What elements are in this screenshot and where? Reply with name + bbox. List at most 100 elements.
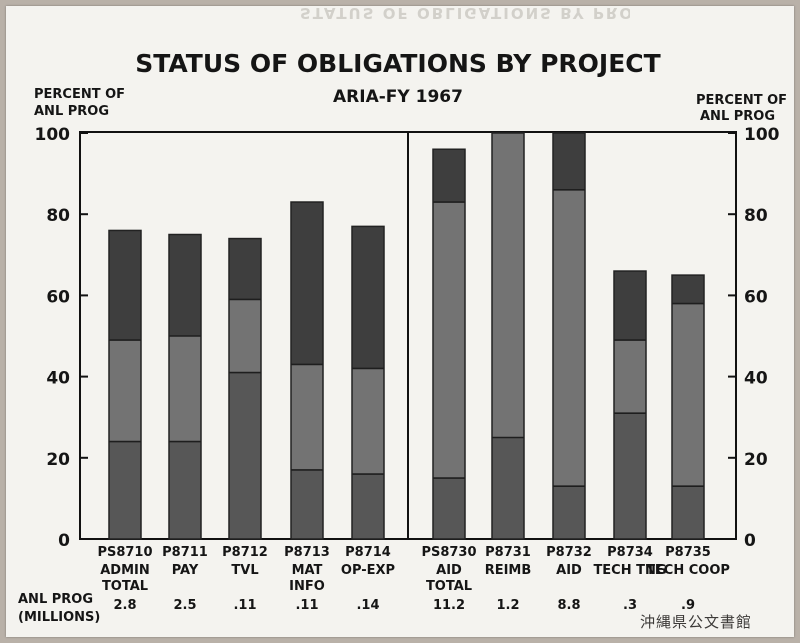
bar-segment [169, 336, 201, 442]
category-code: P8734 [607, 545, 653, 560]
bar-segment [492, 133, 524, 438]
left-tick-label: 80 [46, 206, 70, 226]
bar-p8714 [351, 225, 385, 540]
bar-segment [229, 238, 261, 300]
right-tick-label: 80 [744, 206, 768, 226]
right-tick-label: 0 [744, 531, 756, 551]
category-label: AID [436, 563, 462, 578]
right-tick-label: 40 [744, 369, 768, 389]
anl-prog-value: .3 [623, 598, 637, 613]
right-tick-label: 60 [744, 287, 768, 307]
bar-outline [228, 237, 262, 540]
bar-segment [169, 234, 201, 336]
bar-segment [291, 364, 323, 470]
bar-segment [169, 441, 201, 539]
bar-segment [352, 226, 384, 369]
bar-ps8730 [432, 148, 466, 540]
bar-segment [614, 271, 646, 341]
chart-subtitle: ARIA-FY 1967 [333, 87, 463, 107]
category-label: MAT [292, 563, 323, 578]
bar-segment [109, 230, 141, 341]
left-tick-label: 100 [35, 125, 71, 145]
anl-prog-value: .11 [233, 598, 256, 613]
anl-prog-value: 8.8 [557, 598, 580, 613]
category-code: P8712 [222, 545, 268, 560]
bar-ps8710 [108, 229, 142, 540]
bar-p8734 [613, 270, 647, 540]
right-axis-label-line-2: ANL PROG [700, 109, 775, 124]
anl-prog-value: .9 [681, 598, 695, 613]
bar-segment [109, 340, 141, 442]
anl-prog-value: 2.8 [113, 598, 136, 613]
right-tick-label: 20 [744, 450, 768, 470]
bar-p8711 [168, 233, 202, 540]
bar-segment [672, 303, 704, 487]
bar-outline [351, 225, 385, 540]
bar-outline [552, 132, 586, 540]
left-ticks: 0 20 40 60 80 100 [35, 125, 88, 551]
bar-segment [614, 413, 646, 539]
bar-p8712 [228, 237, 262, 540]
left-tick-label: 20 [46, 450, 70, 470]
left-axis-label-line-2: ANL PROG [34, 104, 109, 119]
category-code: P8711 [162, 545, 208, 560]
left-tick-label: 0 [58, 531, 70, 551]
archive-watermark: 沖縄県公文書館 [640, 613, 753, 631]
anl-prog-value: 11.2 [433, 598, 465, 613]
category-label: TVL [231, 563, 258, 578]
anl-prog-value: 2.5 [173, 598, 196, 613]
category-label: TOTAL [102, 579, 148, 594]
left-tick-label: 40 [46, 369, 70, 389]
bar-outline [108, 229, 142, 540]
category-label: INFO [289, 579, 325, 594]
bars [108, 132, 705, 540]
bar-outline [432, 148, 466, 540]
category-label: TECH TNG [593, 563, 666, 578]
bar-segment [291, 469, 323, 539]
category-label: PAY [172, 563, 199, 578]
bar-segment [433, 149, 465, 203]
bar-outline [290, 201, 324, 540]
category-code: P8714 [345, 545, 391, 560]
bar-segment [672, 275, 704, 304]
category-label: ADMIN [100, 563, 150, 578]
footer-label-line-1: ANL PROG [18, 592, 93, 607]
category-code: P8732 [546, 545, 592, 560]
anl-prog-values: 2.8 2.5 .11 .11 .14 11.2 1.2 8.8 .3 .9 [113, 598, 695, 613]
category-label: OP-EXP [341, 563, 395, 578]
bar-segment [672, 486, 704, 539]
bar-segment [109, 441, 141, 539]
category-code: PS8730 [421, 545, 476, 560]
right-ticks: 0 20 40 60 80 100 [728, 125, 780, 551]
category-code: P8713 [284, 545, 330, 560]
bar-segment [229, 372, 261, 539]
anl-prog-value: 1.2 [496, 598, 519, 613]
bar-segment [291, 202, 323, 365]
category-label: TOTAL [426, 579, 472, 594]
category-label: TECH COOP [646, 563, 730, 578]
bar-outline [168, 233, 202, 540]
bar-segment [352, 474, 384, 539]
category-label: REIMB [485, 563, 532, 578]
anl-prog-value: .11 [295, 598, 318, 613]
category-labels: PS8710ADMINTOTALP8711PAYP8712TVLP8713MAT… [97, 545, 729, 594]
right-tick-label: 100 [744, 125, 780, 145]
category-code: P8731 [485, 545, 531, 560]
bar-segment [229, 299, 261, 373]
category-label: AID [556, 563, 582, 578]
bar-p8713 [290, 201, 324, 540]
bar-segment [433, 478, 465, 539]
footer-label-line-2: (MILLIONS) [18, 610, 100, 625]
bar-p8732 [552, 132, 586, 540]
anl-prog-value: .14 [356, 598, 379, 613]
left-axis-label-line-1: PERCENT OF [34, 87, 125, 102]
bar-segment [433, 202, 465, 479]
left-tick-label: 60 [46, 287, 70, 307]
bar-p8731 [491, 132, 525, 540]
category-code: P8735 [665, 545, 711, 560]
bar-segment [553, 133, 585, 190]
bar-segment [614, 340, 646, 414]
bar-outline [491, 132, 525, 540]
bar-p8735 [671, 274, 705, 540]
